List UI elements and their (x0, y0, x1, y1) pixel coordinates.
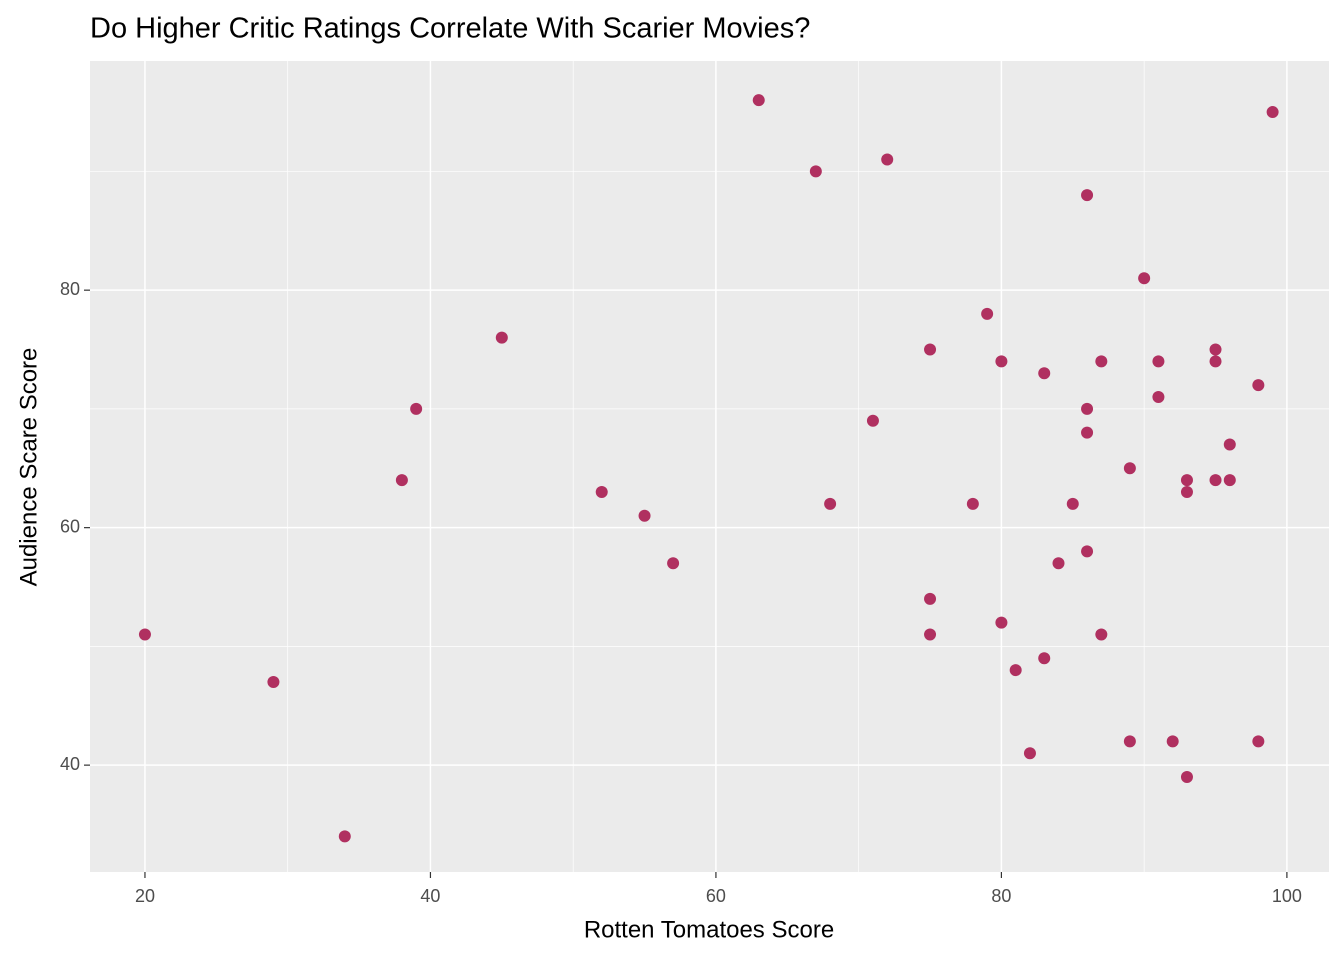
x-tick-label: 100 (1272, 886, 1302, 906)
y-tick-label: 60 (60, 516, 80, 536)
point (1095, 628, 1108, 641)
point (1252, 735, 1265, 748)
point (1152, 391, 1165, 404)
point (866, 414, 879, 427)
y-tick-label: 80 (60, 279, 80, 299)
point (1209, 343, 1222, 356)
point (995, 616, 1008, 629)
point (1081, 402, 1094, 415)
point (1009, 664, 1022, 677)
point (1138, 272, 1151, 285)
point (881, 153, 894, 166)
point (1266, 106, 1279, 119)
point (981, 307, 994, 320)
point (1123, 462, 1136, 475)
point (667, 557, 680, 570)
chart-title: Do Higher Critic Ratings Correlate With … (90, 13, 810, 45)
point (1180, 486, 1193, 499)
point (638, 509, 651, 522)
point (1209, 474, 1222, 487)
point (1223, 474, 1236, 487)
point (1209, 355, 1222, 368)
point (1066, 497, 1079, 510)
point (1152, 355, 1165, 368)
point (1095, 355, 1108, 368)
point (595, 486, 608, 499)
point (138, 628, 151, 641)
plot-panel (90, 61, 1329, 872)
x-tick-label: 60 (706, 886, 726, 906)
point (338, 830, 351, 843)
y-axis-title: Audience Scare Score (15, 348, 42, 587)
point (924, 628, 937, 641)
point (1252, 379, 1265, 392)
point (1180, 474, 1193, 487)
point (1223, 438, 1236, 451)
point (1081, 426, 1094, 439)
point (1180, 771, 1193, 784)
point (966, 497, 979, 510)
point (809, 165, 822, 178)
point (1081, 189, 1094, 202)
point (1166, 735, 1179, 748)
point (824, 497, 837, 510)
point (1081, 545, 1094, 558)
y-tick-label: 40 (60, 754, 80, 774)
point (924, 343, 937, 356)
point (752, 94, 765, 107)
point (924, 592, 937, 605)
x-tick-label: 80 (991, 886, 1011, 906)
point (1052, 557, 1065, 570)
point (995, 355, 1008, 368)
point (1038, 367, 1051, 380)
point (267, 676, 280, 689)
point (410, 402, 423, 415)
point (495, 331, 508, 344)
x-tick-label: 40 (420, 886, 440, 906)
point (395, 474, 408, 487)
x-tick-label: 20 (135, 886, 155, 906)
point (1123, 735, 1136, 748)
x-axis-title: Rotten Tomatoes Score (584, 916, 834, 943)
point (1023, 747, 1036, 760)
point (1038, 652, 1051, 665)
